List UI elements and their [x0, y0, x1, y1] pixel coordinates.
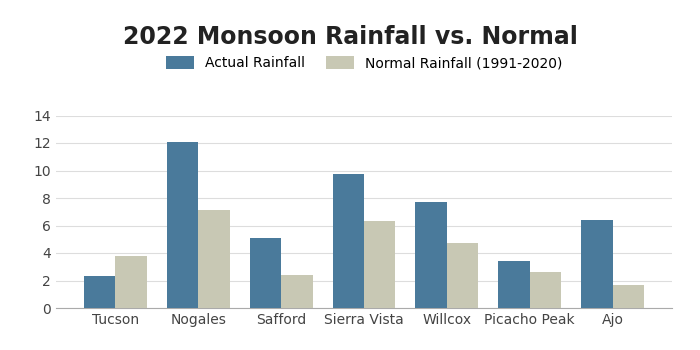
- Bar: [447, 243, 478, 308]
- Bar: [530, 272, 561, 308]
- Bar: [612, 285, 644, 308]
- Bar: [198, 210, 230, 308]
- Bar: [364, 221, 395, 308]
- Bar: [415, 202, 447, 308]
- Bar: [250, 238, 281, 308]
- Bar: [281, 275, 313, 308]
- Bar: [498, 260, 530, 308]
- Bar: [84, 275, 116, 308]
- Bar: [581, 220, 612, 308]
- Legend: Actual Rainfall, Normal Rainfall (1991-2020): Actual Rainfall, Normal Rainfall (1991-2…: [159, 49, 569, 77]
- Bar: [332, 174, 364, 308]
- Bar: [116, 257, 147, 308]
- Text: 2022 Monsoon Rainfall vs. Normal: 2022 Monsoon Rainfall vs. Normal: [122, 25, 577, 49]
- Bar: [167, 142, 198, 308]
